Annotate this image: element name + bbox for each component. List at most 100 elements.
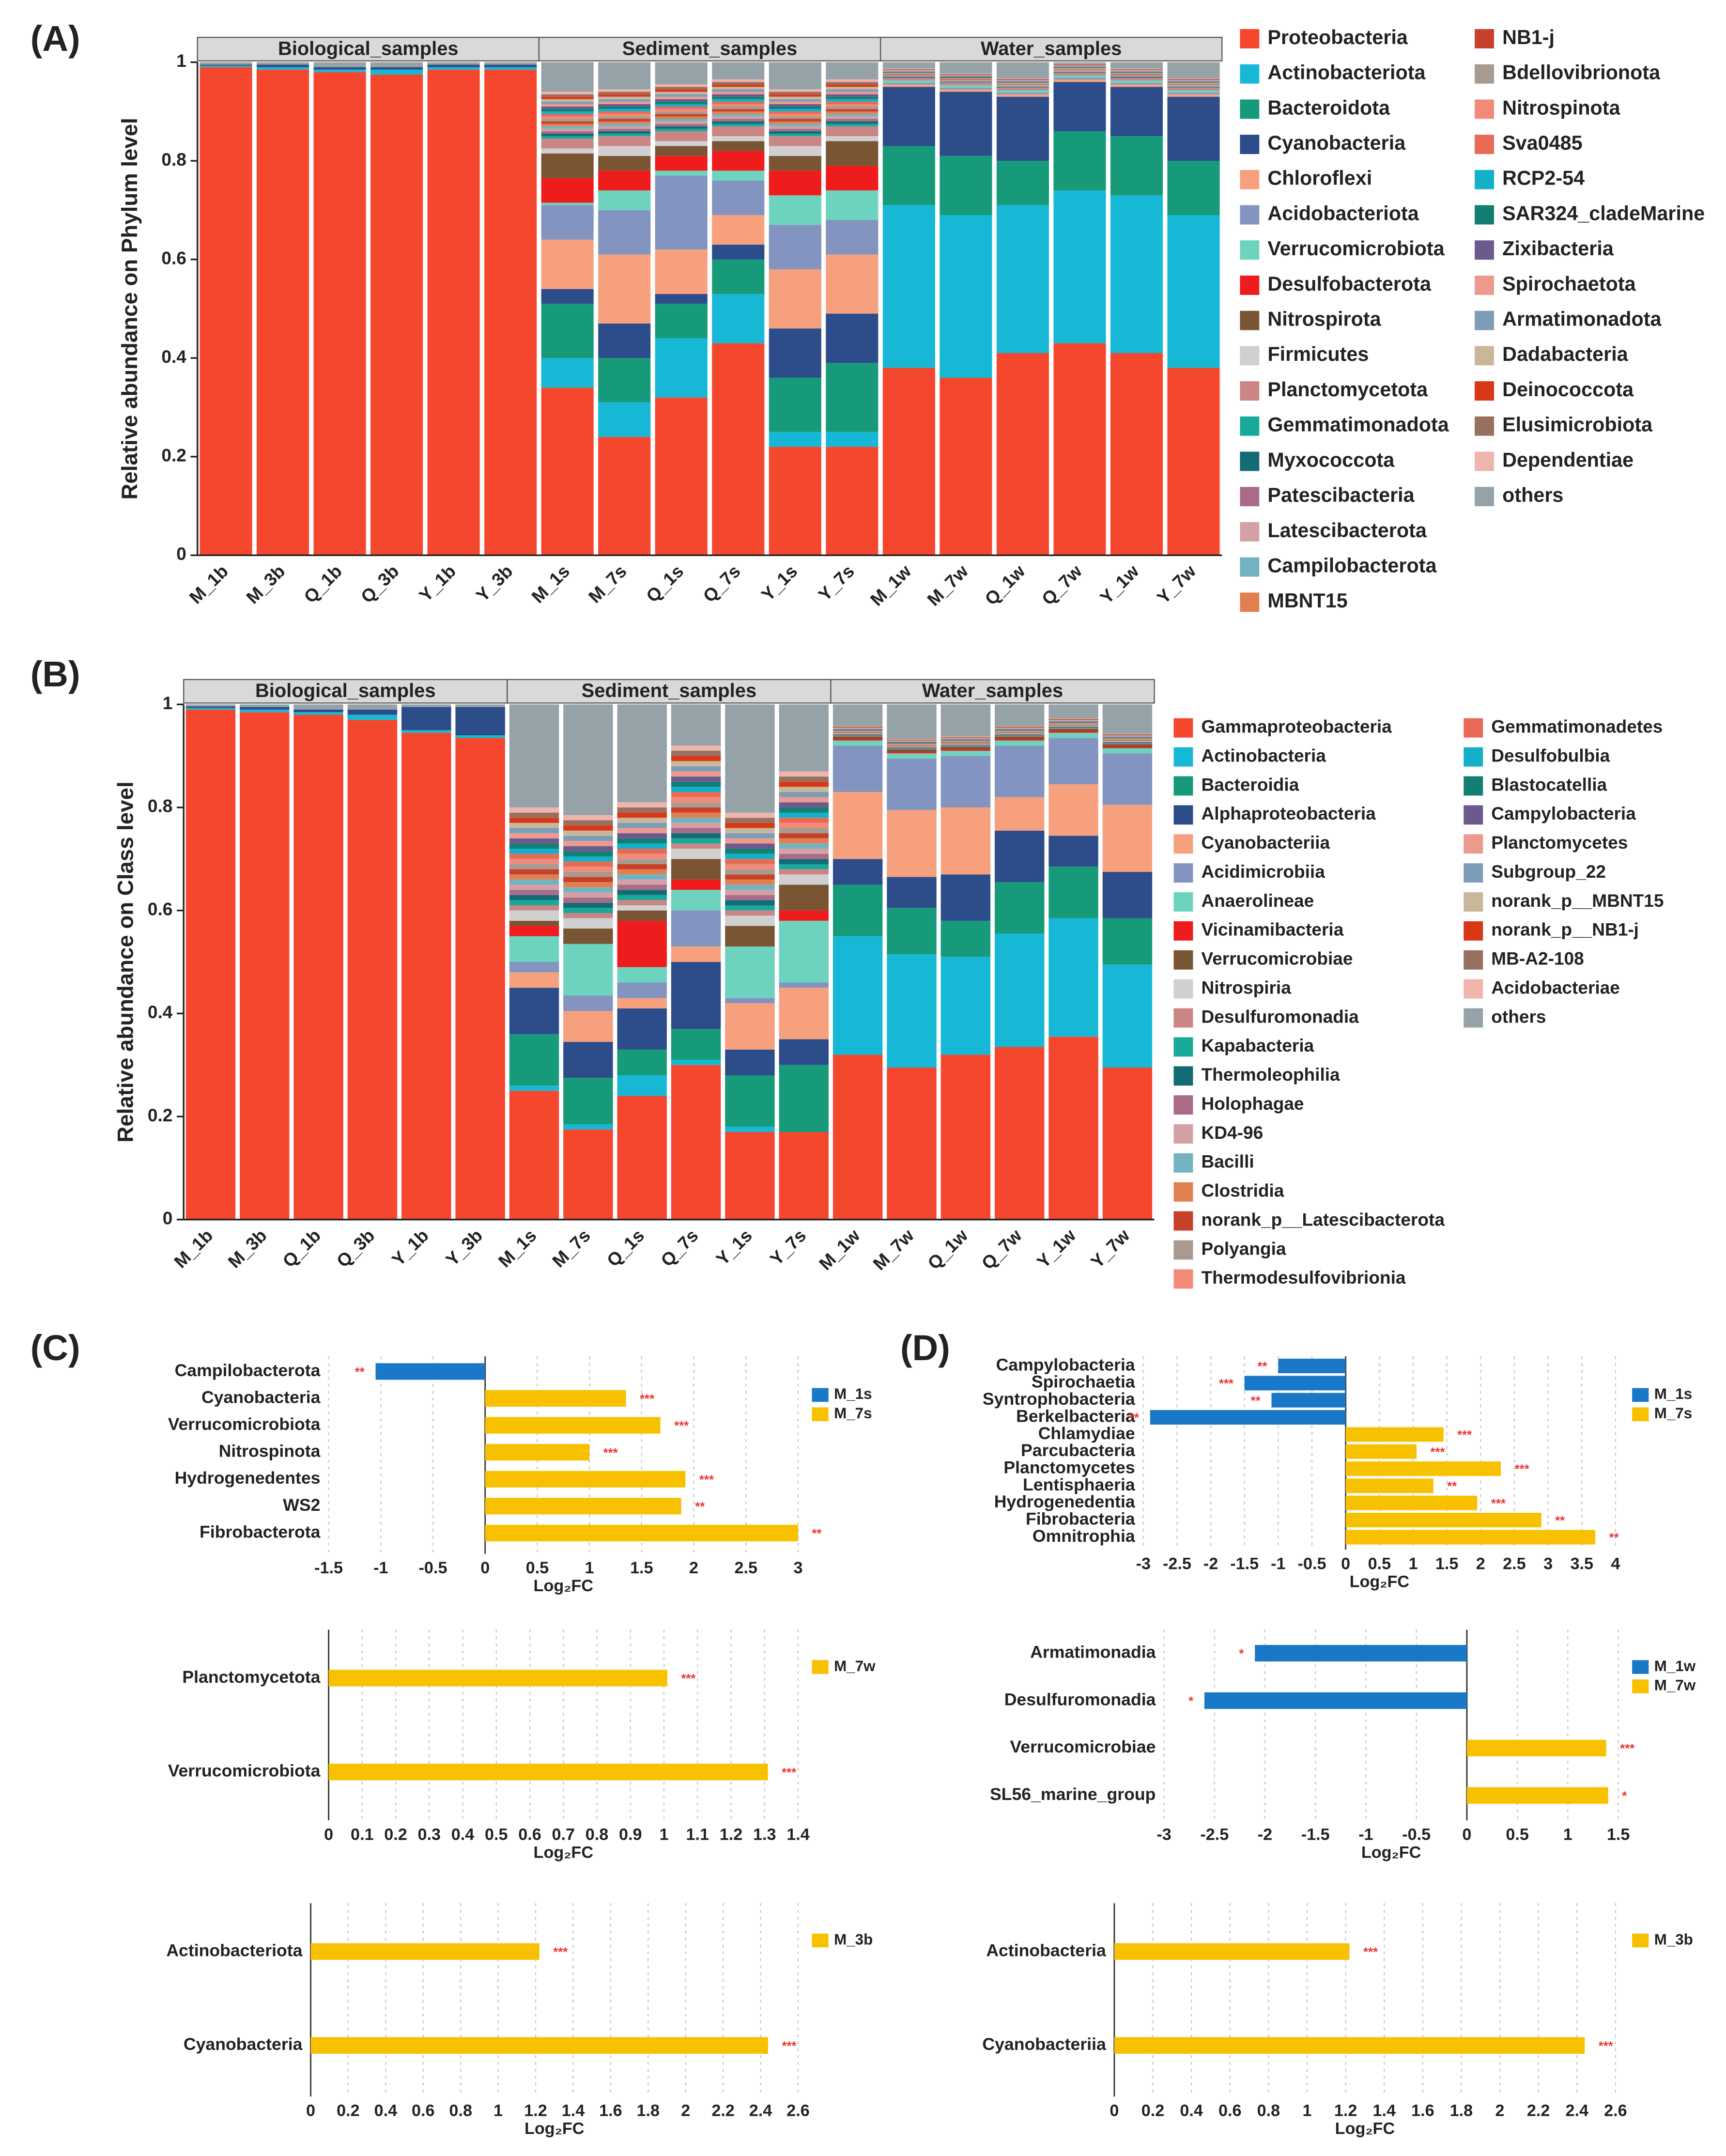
bar-segment	[655, 109, 708, 112]
bar-segment	[1102, 739, 1153, 740]
bar-segment	[779, 1132, 829, 1220]
bar-segment	[598, 116, 651, 119]
y-tick-label: 0.8	[148, 796, 173, 816]
bar-segment	[1048, 720, 1098, 721]
legend-swatch	[1632, 1388, 1649, 1402]
x-tick-label: Q_7w	[1037, 561, 1086, 609]
bar-segment	[655, 101, 708, 104]
x-tick-label: Q_7s	[657, 1225, 702, 1271]
x-tick-label: 0.2	[384, 1825, 407, 1844]
bar-segment	[655, 294, 708, 304]
bar-segment	[617, 818, 667, 823]
x-tick-label: 0.2	[1141, 2102, 1165, 2120]
bar	[1466, 1739, 1606, 1756]
y-tick-label: 0.4	[161, 346, 186, 367]
bar-segment	[725, 704, 775, 813]
bar-segment	[1110, 69, 1163, 70]
bar-segment	[617, 879, 667, 885]
bar-segment	[1053, 72, 1106, 73]
legend-swatch	[1632, 1933, 1649, 1948]
legend-label: M_7w	[834, 1658, 876, 1675]
bar-segment	[996, 81, 1049, 82]
x-tick-label: 1.6	[1411, 2102, 1434, 2120]
bar-segment	[994, 729, 1045, 730]
x-tick-label: Q_1b	[300, 561, 346, 607]
bar-segment	[994, 1047, 1045, 1220]
bar-segment	[826, 84, 878, 87]
bar	[1114, 2037, 1585, 2054]
panel-label: (A)	[31, 18, 80, 59]
x-axis-label: Log₂FC	[524, 2120, 584, 2138]
bar-segment	[996, 62, 1049, 79]
bar-segment	[940, 957, 991, 1055]
bar-segment	[832, 726, 883, 727]
bar-segment	[655, 126, 708, 129]
x-tick-label: Y_1s	[757, 561, 801, 605]
bar-segment	[769, 136, 821, 146]
bar-segment	[401, 704, 451, 707]
bar-segment	[655, 124, 708, 126]
x-tick-label: M_3b	[224, 1225, 271, 1272]
y-tick-label: 0	[176, 543, 186, 564]
significance: ***	[553, 1946, 568, 1959]
bar-segment	[370, 69, 423, 75]
bar-segment	[725, 1075, 775, 1127]
legend-swatch	[1632, 1660, 1649, 1674]
bar-segment	[712, 82, 765, 85]
legend-label: Dadabacteria	[1502, 343, 1629, 365]
legend-swatch	[1173, 834, 1193, 854]
x-tick-label: 1.2	[524, 2102, 547, 2120]
bar-segment	[671, 822, 721, 828]
bar-segment	[1048, 729, 1098, 731]
x-tick-label: M_1b	[170, 1225, 217, 1272]
bar-segment	[1110, 71, 1163, 72]
legend-label: M_1s	[834, 1385, 872, 1402]
bar-segment	[541, 114, 594, 117]
bar-segment	[826, 89, 878, 92]
legend-swatch	[1475, 29, 1494, 48]
bar-segment	[541, 148, 594, 154]
bar-segment	[1167, 81, 1220, 82]
bar-segment	[712, 121, 765, 124]
legend-swatch	[1173, 863, 1193, 883]
legend-label: M_7s	[834, 1405, 872, 1422]
bar-segment	[1167, 94, 1220, 97]
bar-segment	[769, 328, 821, 378]
bar-segment	[1048, 731, 1098, 733]
bar-segment	[484, 62, 537, 65]
legend-label: Deinococcota	[1502, 378, 1634, 401]
bar	[1345, 1461, 1501, 1476]
bar-segment	[617, 874, 667, 880]
bar-segment	[996, 205, 1049, 353]
legend-label: Actinobacteria	[1202, 745, 1326, 765]
bar-segment	[655, 119, 708, 122]
x-axis-label: Log₂FC	[534, 1843, 593, 1861]
bar-segment	[940, 736, 991, 737]
bar-segment	[996, 79, 1049, 80]
legend-swatch	[812, 1933, 829, 1948]
bar-segment	[725, 879, 775, 885]
category-label: Verrucomicrobiota	[168, 1761, 321, 1781]
bar-segment	[940, 155, 992, 215]
bar-segment	[563, 877, 613, 883]
legend-swatch	[1173, 1095, 1193, 1115]
bar-segment	[655, 92, 708, 94]
bar-segment	[1048, 704, 1098, 718]
bar-segment	[655, 84, 708, 87]
x-tick-label: M_7s	[585, 561, 631, 607]
bar-segment	[769, 119, 821, 122]
x-tick-label: -1	[1271, 1555, 1285, 1573]
bar-segment	[598, 92, 651, 94]
bar-segment	[994, 733, 1045, 734]
legend-label: Bacilli	[1202, 1151, 1254, 1172]
bar-segment	[725, 828, 775, 834]
bar-segment	[1110, 75, 1163, 76]
bar-segment	[712, 215, 765, 245]
x-tick-label: -3	[1136, 1555, 1151, 1573]
legend-label: MB-A2-108	[1491, 948, 1584, 969]
bar-segment	[1053, 131, 1106, 191]
bar-segment	[826, 121, 878, 124]
bar-segment	[598, 114, 651, 117]
bar-segment	[940, 75, 992, 76]
significance: ***	[782, 2039, 797, 2053]
